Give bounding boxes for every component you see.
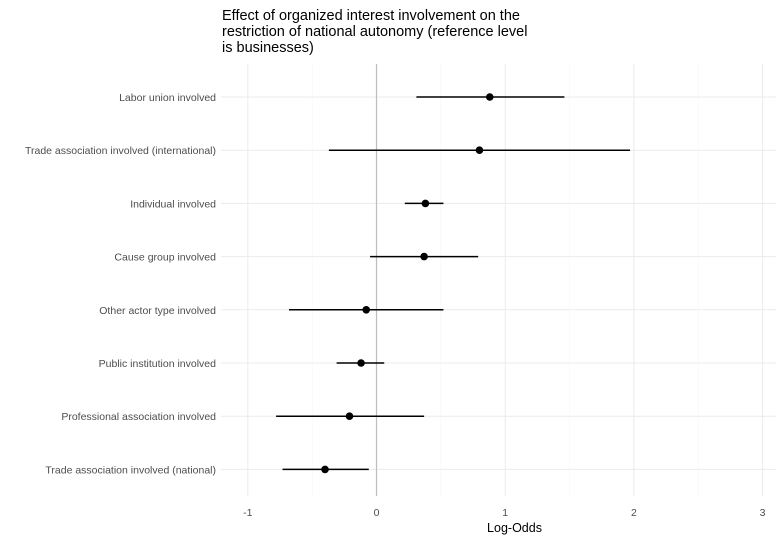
y-tick-label: Other actor type involved [99,305,216,317]
estimate-point [362,306,371,314]
estimate-point [475,146,484,154]
chart-title: Effect of organized interest involvement… [222,8,582,56]
chart-title-line-3: is businesses) [222,40,314,56]
confidence-intervals [276,96,631,471]
x-tick-label: 0 [374,507,380,519]
estimate-point [420,252,428,261]
y-tick-label: Cause group involved [114,252,216,264]
x-axis-labels: -1 0 1 2 3 [243,507,766,519]
estimate-points [321,93,494,474]
x-tick-label: 1 [502,507,508,519]
y-axis-labels: Labor union involved Trade association in… [25,92,216,476]
chart-title-line-1: Effect of organized interest involvement… [222,8,520,24]
y-tick-label: Individual involved [130,198,216,210]
estimate-point [345,412,354,421]
estimate-point [421,199,430,208]
y-tick-label: Professional association involved [61,411,216,423]
grid-minor-lines [311,64,699,496]
chart-title-line-2: restriction of national autonomy (refere… [222,24,528,40]
x-tick-label: 3 [760,507,766,519]
y-tick-label: Trade association involved (internationa… [25,145,216,157]
estimate-point [357,359,365,367]
y-tick-label: Trade association involved (national) [45,464,216,476]
x-axis-title: Log-Odds [487,521,542,535]
y-tick-label: Public institution involved [99,358,216,370]
grid-major-lines [221,64,776,496]
estimate-point [321,465,329,474]
estimate-point [485,93,494,101]
x-tick-label: 2 [631,507,637,519]
x-tick-label: -1 [243,507,252,519]
y-tick-label: Labor union involved [119,92,216,104]
